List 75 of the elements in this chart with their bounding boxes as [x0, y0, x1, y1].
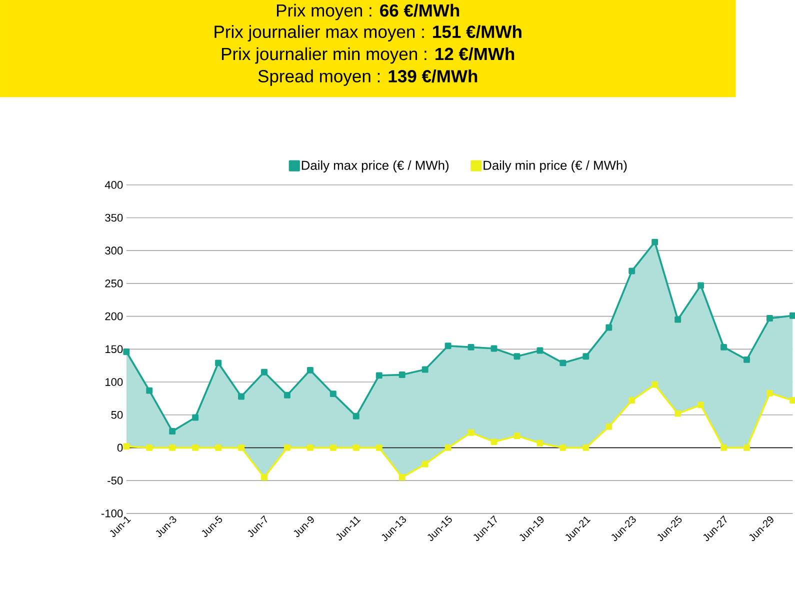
- point: [490, 345, 498, 352]
- point: [422, 366, 428, 373]
- point: [215, 360, 222, 366]
- point: [376, 372, 382, 379]
- point: [744, 356, 750, 363]
- point: [146, 387, 153, 394]
- point: [468, 344, 474, 350]
- point: [652, 381, 658, 388]
- point: [330, 390, 336, 397]
- point: [582, 353, 590, 360]
- point: [261, 368, 268, 376]
- y-tick-label: 50: [111, 410, 123, 419]
- y-tick-label: -100: [101, 509, 123, 518]
- point: [330, 444, 336, 451]
- point: [606, 324, 612, 331]
- point: [306, 444, 314, 451]
- point: [698, 282, 704, 289]
- point: [215, 444, 222, 451]
- point: [169, 444, 176, 451]
- point: [560, 360, 566, 366]
- point: [238, 393, 244, 400]
- y-tick-label: 350: [105, 214, 123, 222]
- point: [514, 353, 520, 360]
- point: [284, 392, 290, 398]
- y-tick-label: 150: [106, 345, 123, 353]
- point: [628, 268, 636, 274]
- point: [766, 314, 773, 322]
- y-tick-label: 400: [104, 180, 123, 189]
- point: [169, 428, 176, 434]
- point: [123, 348, 130, 355]
- point: [444, 444, 452, 451]
- point: [674, 316, 682, 323]
- text: Prix journalier min moyen : 12 €/MWh: [222, 47, 514, 64]
- y-tick-label: 300: [105, 246, 123, 254]
- point: [284, 444, 290, 451]
- y-tick-label: 200: [105, 312, 123, 320]
- point: [514, 432, 520, 439]
- point: [123, 443, 130, 450]
- point: [490, 438, 498, 445]
- point: [192, 414, 199, 421]
- legend-label: Daily max price (€ / MWh): [302, 160, 448, 172]
- point: [720, 344, 727, 350]
- point: [720, 444, 727, 451]
- point: [352, 412, 360, 420]
- text: Prix journalier max moyen : 151 €/MWh: [214, 25, 522, 42]
- chart-title: Prix moyen : 66 €/MWh: [276, 4, 460, 20]
- y-tick-label: 250: [105, 279, 123, 288]
- point: [582, 444, 590, 451]
- y-tick-label: -50: [108, 476, 123, 484]
- point: [560, 444, 566, 451]
- point: [674, 410, 682, 417]
- point: [606, 423, 612, 430]
- point: [376, 444, 382, 451]
- point: [536, 347, 544, 354]
- y-tick-label: 0: [117, 444, 123, 452]
- point: [744, 444, 750, 451]
- point: [422, 460, 428, 468]
- legend-label: Daily min price (€ / MWh): [484, 160, 627, 172]
- point: [468, 429, 474, 436]
- text: Spread moyen : 139 €/MWh: [258, 69, 478, 86]
- point: [652, 238, 658, 246]
- point: [192, 444, 199, 451]
- point: [766, 390, 773, 396]
- point: [261, 474, 268, 480]
- point: [444, 342, 452, 349]
- point: [398, 474, 406, 480]
- y-tick-label: 100: [106, 378, 123, 386]
- point: [238, 444, 244, 451]
- point: [536, 440, 544, 446]
- point: [146, 444, 153, 451]
- point: [628, 397, 636, 404]
- point: [698, 402, 704, 408]
- point: [398, 371, 406, 378]
- point: [352, 444, 360, 451]
- point: [306, 366, 314, 374]
